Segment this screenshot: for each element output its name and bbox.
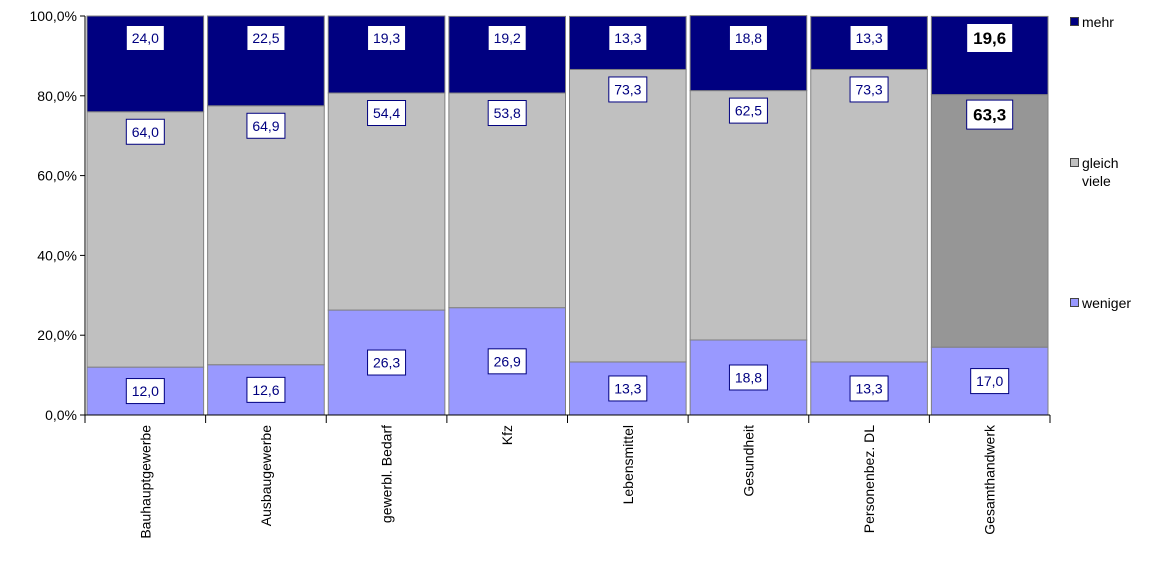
- data-label-weniger: 26,9: [494, 353, 521, 369]
- y-tick-label: 60,0%: [37, 168, 77, 184]
- data-label-weniger: 17,0: [976, 373, 1003, 389]
- chart-legend: mehr gleich viele weniger: [1070, 0, 1157, 570]
- x-tick-label: gewerbl. Bedarf: [379, 425, 395, 523]
- data-label-box: [487, 100, 527, 127]
- data-label-box: [125, 25, 165, 51]
- x-tick-label: Ausbaugewerbe: [258, 425, 274, 526]
- data-label-gleich-viele: 54,4: [373, 105, 400, 121]
- legend-item-gleich-viele: gleich viele: [1070, 154, 1119, 190]
- data-label-mehr: 13,3: [614, 30, 641, 46]
- legend-label-weniger: weniger: [1082, 295, 1132, 311]
- legend-label-gleich-viele: gleich viele: [1082, 155, 1119, 189]
- data-label-box: [367, 100, 407, 127]
- bar-gleich-viele-kfz: [448, 92, 566, 309]
- data-label-box: [487, 348, 527, 375]
- data-label-box: [966, 99, 1014, 130]
- legend-swatch-gleich-viele: [1070, 158, 1079, 167]
- legend-label-mehr: mehr: [1082, 14, 1114, 30]
- data-label-gleich-viele: 73,3: [614, 81, 641, 97]
- data-label-gleich-viele: 53,8: [494, 105, 521, 121]
- data-label-mehr: 19,2: [494, 30, 521, 46]
- data-label-box: [849, 76, 889, 103]
- x-tick-label: Kfz: [499, 425, 515, 445]
- data-label-box: [966, 23, 1014, 53]
- data-label-box: [608, 25, 648, 51]
- data-label-box: [849, 375, 889, 402]
- y-tick-label: 0,0%: [45, 407, 77, 423]
- data-label-box: [487, 25, 527, 51]
- legend-swatch-weniger: [1070, 298, 1079, 307]
- data-label-mehr: 13,3: [855, 30, 882, 46]
- y-tick-label: 80,0%: [37, 88, 77, 104]
- bar-gleich-viele-gesundheit: [689, 90, 808, 341]
- data-label-weniger: 13,3: [614, 380, 641, 396]
- y-tick-label: 20,0%: [37, 327, 77, 343]
- data-label-box: [728, 25, 768, 51]
- data-label-gleich-viele: 64,0: [132, 124, 159, 140]
- bar-gleich-viele-lebensmittel: [569, 68, 687, 363]
- data-label-mehr: 18,8: [735, 30, 762, 46]
- legend-swatch-mehr: [1070, 17, 1079, 26]
- bar-gleich-viele-gewerbl-bedarf: [327, 92, 446, 311]
- data-label-box: [246, 112, 286, 139]
- data-label-gleich-viele: 64,9: [252, 118, 279, 134]
- x-tick-label: Lebensmittel: [620, 425, 636, 504]
- data-label-gleich-viele: 73,3: [855, 81, 882, 97]
- data-label-box: [125, 118, 165, 145]
- data-label-gleich-viele: 63,3: [973, 106, 1006, 125]
- data-label-gleich-viele: 62,5: [735, 103, 762, 119]
- x-tick-label: Personenbez. DL: [861, 425, 877, 533]
- data-label-mehr: 19,3: [373, 30, 400, 46]
- x-tick-label: Gesundheit: [740, 425, 756, 497]
- data-label-box: [125, 378, 165, 405]
- data-label-weniger: 18,8: [735, 369, 762, 385]
- data-label-mehr: 22,5: [252, 30, 279, 46]
- data-label-weniger: 13,3: [855, 380, 882, 396]
- data-label-box: [367, 25, 407, 51]
- x-tick-label: Gesamthandwerk: [982, 424, 998, 535]
- data-label-box: [246, 376, 286, 403]
- data-label-box: [728, 97, 768, 124]
- legend-item-mehr: mehr: [1070, 13, 1114, 31]
- bar-gleich-viele-gesamthandwerk: [930, 94, 1049, 348]
- x-tick-label: Bauhauptgewerbe: [137, 425, 153, 539]
- data-label-box: [367, 349, 407, 376]
- y-tick-label: 40,0%: [37, 247, 77, 263]
- legend-item-weniger: weniger: [1070, 294, 1131, 312]
- data-label-box: [970, 368, 1010, 395]
- data-label-mehr: 24,0: [132, 30, 159, 46]
- data-label-weniger: 26,3: [373, 355, 400, 371]
- bar-gleich-viele-bauhauptgewerbe: [86, 111, 205, 368]
- data-label-box: [608, 76, 648, 103]
- bar-weniger-lebensmittel: [569, 361, 687, 416]
- data-label-box: [246, 25, 286, 51]
- data-label-box: [849, 25, 889, 51]
- data-label-box: [608, 375, 648, 402]
- y-tick-label: 100,0%: [30, 8, 77, 24]
- data-label-weniger: 12,0: [132, 383, 159, 399]
- data-label-mehr: 19,6: [973, 29, 1006, 48]
- bar-gleich-viele-ausbaugewerbe: [207, 105, 325, 366]
- bar-gleich-viele-personenbez-dl: [810, 68, 928, 363]
- data-label-weniger: 12,6: [252, 382, 279, 398]
- data-label-box: [728, 364, 768, 391]
- stacked-bar-chart: 0,0% 20,0% 40,0% 60,0% 80,0% 100,0% 12,0 64,0 24…: [30, 8, 1051, 539]
